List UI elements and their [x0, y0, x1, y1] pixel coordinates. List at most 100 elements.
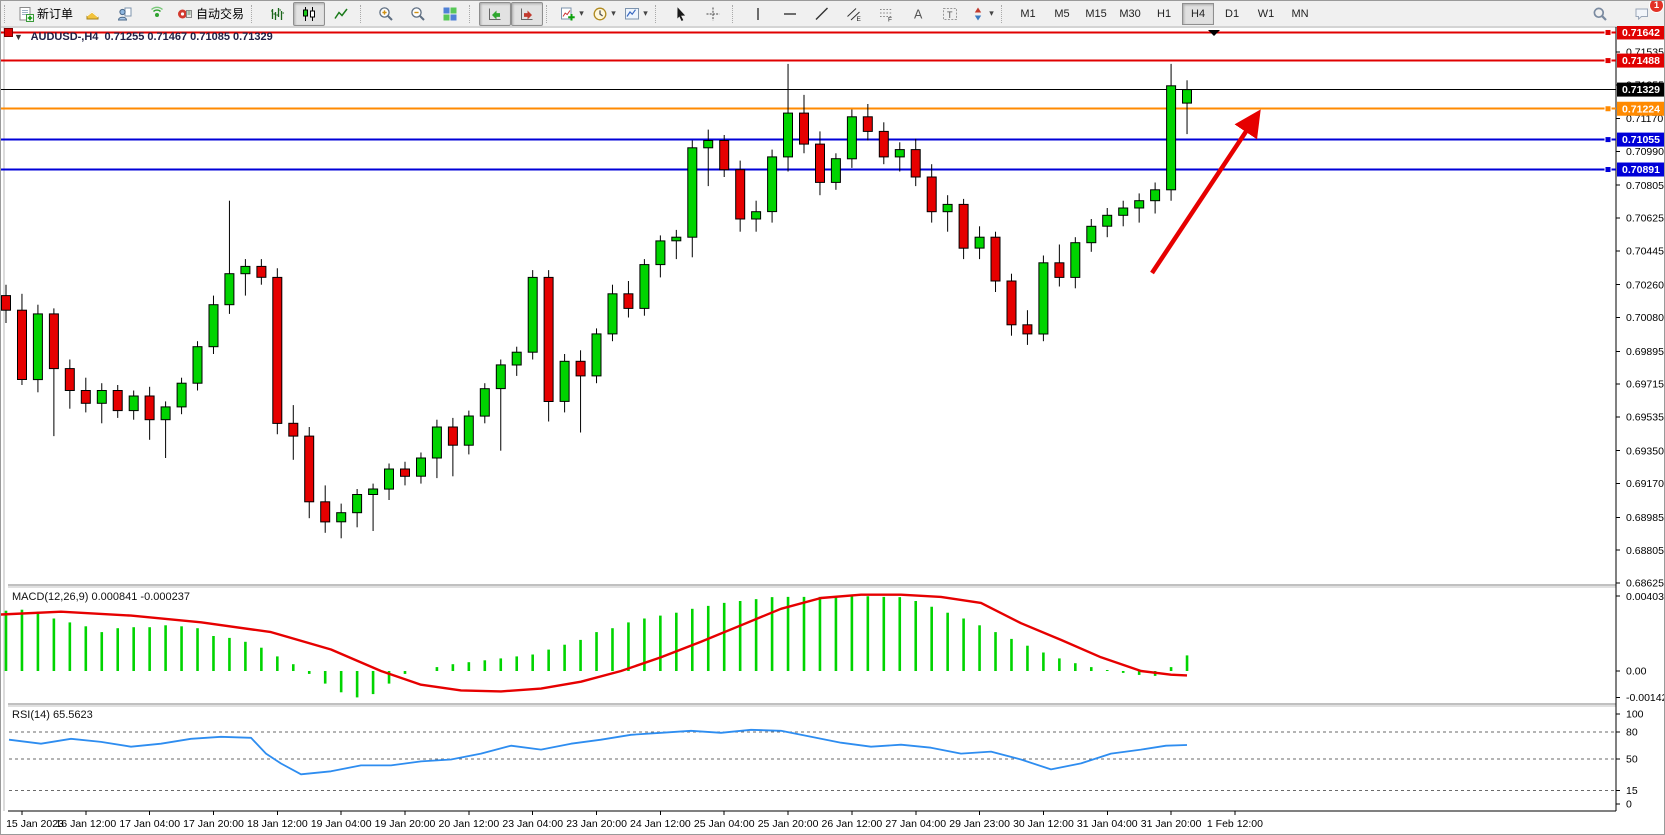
time-tick-label: 31 Jan 20:00 [1141, 818, 1202, 830]
price-tick-label: 0.69535 [1626, 412, 1664, 424]
candle-48 [767, 156, 778, 213]
price-badge [1617, 82, 1664, 97]
price-badge-label: 0.71329 [1622, 84, 1660, 96]
timeframe-button-m1[interactable]: M1 [1020, 7, 1036, 20]
hline-handle[interactable] [1604, 166, 1612, 174]
timeframe-button-m15[interactable]: M15 [1085, 7, 1107, 20]
trend-arrow[interactable] [1150, 109, 1261, 275]
price-badge-label: 0.71488 [1622, 55, 1660, 67]
candle-27 [431, 426, 442, 459]
candle-63 [1006, 280, 1017, 326]
time-tick-label: 1 Feb 12:00 [1207, 818, 1263, 830]
search-icon [1593, 7, 1607, 21]
channel-icon: E [847, 7, 862, 22]
chart-window-icon [86, 10, 99, 19]
text-button[interactable]: A [902, 2, 934, 26]
zoom-in-button[interactable] [370, 2, 402, 26]
candle-69 [1102, 214, 1113, 227]
signals-icon [151, 6, 163, 17]
macd-tick-label: 0.004039 [1626, 591, 1665, 603]
chart-shift-button[interactable] [511, 1, 544, 26]
timeframe-button-h4[interactable]: H4 [1182, 2, 1215, 25]
time-tick-label: 27 Jan 04:00 [885, 818, 946, 830]
candle-1 [17, 309, 27, 381]
price-badge [1617, 162, 1664, 177]
candle-67 [1070, 242, 1081, 278]
bar-chart-button[interactable] [261, 2, 293, 26]
time-tick-label: 24 Jan 12:00 [630, 818, 691, 830]
profile-icon [118, 7, 132, 20]
templates-button[interactable]: ▾ [620, 2, 652, 26]
vertical-line-button[interactable] [742, 2, 774, 26]
candle-32 [511, 351, 522, 366]
timeframe-button-m30[interactable]: M30 [1119, 7, 1141, 20]
timeframe-button-h1[interactable]: H1 [1157, 7, 1172, 20]
candle-38 [607, 293, 618, 335]
macd-indicator-label: MACD(12,26,9) 0.000841 -0.000237 [12, 591, 190, 603]
chart-ohlc-values: 0.71255 0.71467 0.71085 0.71329 [104, 31, 273, 43]
candle-10 [160, 406, 171, 421]
chart-shift-icon [521, 8, 533, 20]
hline-handle[interactable] [1604, 136, 1612, 144]
time-tick-label: 23 Jan 20:00 [566, 818, 627, 830]
search-button[interactable] [1584, 2, 1616, 26]
rsi-tick-label: 50 [1626, 754, 1638, 766]
autotrade-button[interactable]: 自动交易 [173, 2, 248, 26]
candle-30 [479, 388, 490, 417]
cursor-button[interactable] [665, 2, 697, 26]
chart-shift-marker[interactable] [1208, 30, 1220, 36]
candle-41 [655, 240, 666, 266]
hline-anchor-handle[interactable] [4, 28, 13, 37]
open-chart-button[interactable] [77, 2, 109, 26]
hline-handle[interactable] [1604, 57, 1612, 65]
auto-scroll-button[interactable] [479, 1, 512, 26]
periods-button[interactable]: ▾ [588, 2, 620, 26]
timeframe-button-m5[interactable]: M5 [1054, 7, 1070, 20]
line-chart-button[interactable] [325, 2, 357, 26]
candle-3 [48, 313, 59, 370]
signals-button[interactable] [141, 2, 173, 26]
indicators-button[interactable]: ▾ [556, 2, 588, 26]
hline-handle[interactable] [1604, 105, 1612, 113]
candle-57 [910, 149, 921, 178]
toolbar-separator [469, 4, 475, 23]
toolbar-separator [251, 4, 257, 23]
zoom-out-button[interactable] [402, 2, 434, 26]
price-badge [1617, 26, 1664, 40]
crosshair-icon [706, 7, 720, 20]
chart-canvas: 0.715350.713550.711700.709900.708050.706… [1, 26, 1665, 834]
price-tick-label: 0.70625 [1626, 213, 1664, 225]
hline-handle[interactable] [1604, 28, 1612, 36]
trendline-button[interactable] [806, 2, 838, 26]
toolbar-separator [360, 4, 366, 23]
chevron-down-icon: ▾ [989, 8, 994, 18]
crosshair-button[interactable] [697, 2, 729, 26]
svg-text:E: E [857, 16, 862, 22]
equidistant-channel-button[interactable]: E [838, 2, 870, 26]
new-order-button[interactable]: 新订单 [14, 2, 77, 26]
timeframe-button-w1[interactable]: W1 [1257, 7, 1275, 20]
candlestick-button[interactable] [293, 1, 326, 26]
time-tick-label: 18 Jan 12:00 [247, 818, 308, 830]
candle-56 [894, 149, 905, 158]
candle-51 [815, 143, 825, 183]
cursor-icon [677, 6, 686, 21]
notifications-button[interactable]: 1 [1626, 1, 1664, 26]
rsi-line [8, 728, 1188, 776]
chevron-down-icon: ▾ [643, 8, 648, 18]
price-badge-label: 0.70891 [1622, 164, 1660, 176]
rsi-tick-label: 80 [1626, 727, 1638, 739]
arrows-button[interactable]: ▾ [966, 2, 998, 26]
candle-52 [830, 158, 841, 183]
toolbar-separator [655, 4, 661, 23]
tile-windows-button[interactable] [434, 2, 466, 26]
chart-background [1, 26, 1664, 834]
horizontal-line-button[interactable] [774, 2, 806, 26]
fibonacci-button[interactable]: F [870, 2, 902, 26]
timeframe-button-mn[interactable]: MN [1291, 7, 1309, 20]
profiles-button[interactable] [109, 2, 141, 26]
text-label-button[interactable]: T [934, 2, 966, 26]
timeframe-button-d1[interactable]: D1 [1225, 7, 1240, 20]
price-tick-label: 0.70080 [1626, 312, 1664, 324]
candle-28 [447, 426, 458, 446]
